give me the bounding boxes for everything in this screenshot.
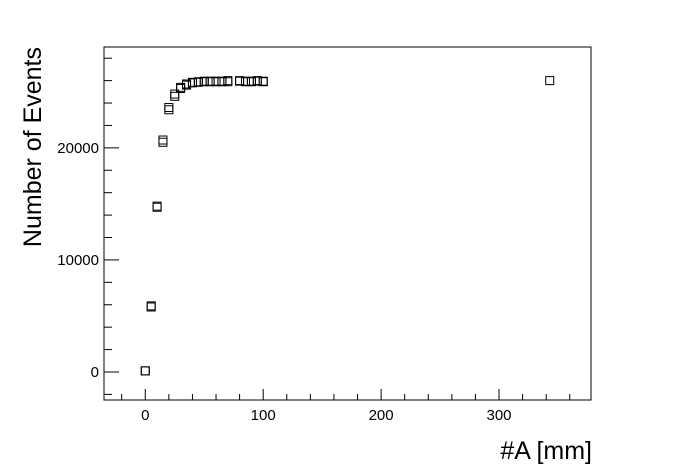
data-point-series-2 (217, 77, 227, 87)
data-point-series-2 (176, 83, 186, 93)
data-point-series-2 (258, 77, 268, 87)
plot-frame (103, 46, 592, 401)
x-tick-label: 300 (487, 407, 512, 424)
data-point-series-1 (205, 76, 215, 86)
data-point-series-2 (164, 105, 174, 115)
y-axis-title: Number of Events (19, 47, 47, 247)
data-point-series-2 (146, 302, 156, 312)
data-point-series-2 (170, 91, 180, 101)
data-point-series-2 (246, 77, 256, 87)
data-point-series-2 (158, 137, 168, 147)
x-tick-label: 0 (141, 407, 149, 424)
x-tick-label: 100 (251, 407, 276, 424)
y-tick-label: 10000 (57, 252, 99, 269)
data-point-series-1 (211, 76, 221, 86)
data-point-series-1 (545, 76, 555, 86)
data-point-series-2 (235, 76, 245, 86)
data-point-series-2 (182, 80, 192, 90)
data-point-series-2 (152, 202, 162, 212)
data-point-series-1 (246, 76, 256, 86)
data-point-series-1 (241, 76, 251, 86)
data-point-series-2 (223, 77, 233, 87)
y-tick-label: 20000 (57, 140, 99, 157)
y-axis: 0 10000 20000 (57, 57, 119, 395)
data-point-series-2 (199, 77, 209, 87)
data-point-series-2 (241, 77, 251, 87)
data-point-series-1 (258, 76, 268, 86)
data-point-series-2 (187, 78, 197, 88)
data-point-series-2 (140, 366, 150, 376)
data-point-series-1 (164, 103, 174, 113)
data-point-series-2 (252, 76, 262, 86)
data-point-series-2 (193, 77, 203, 87)
x-axis: 0 100 200 300 (121, 389, 571, 424)
data-point-series-1 (217, 76, 227, 86)
data-point-series-1 (140, 366, 150, 376)
data-point-series-2 (205, 77, 215, 87)
data-markers (140, 76, 555, 376)
data-point-series-1 (158, 135, 168, 145)
y-tick-label: 0 (91, 364, 99, 381)
data-point-series-2 (211, 77, 221, 87)
x-axis-title: #A [mm] (500, 437, 592, 465)
x-tick-label: 200 (369, 407, 394, 424)
